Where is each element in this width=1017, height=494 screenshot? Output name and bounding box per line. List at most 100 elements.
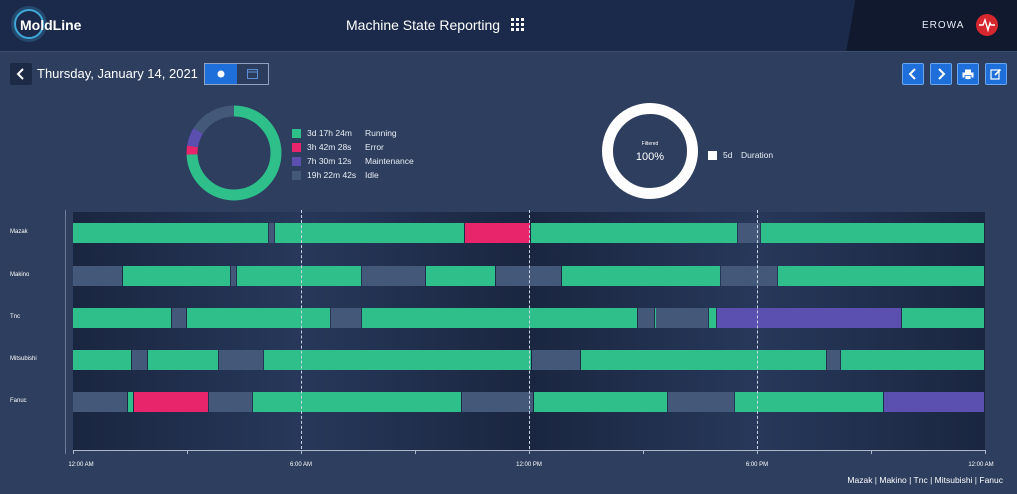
view-toggle[interactable] xyxy=(204,63,269,85)
timeline-segment-idle[interactable] xyxy=(208,392,252,412)
timeline-tick-label: 12:00 AM xyxy=(68,462,94,468)
timeline-segment-idle[interactable] xyxy=(218,350,263,370)
chevron-left-icon xyxy=(16,68,24,80)
timeline-segment-running[interactable] xyxy=(561,266,720,286)
timeline-segment-running[interactable] xyxy=(777,266,984,286)
grid-icon[interactable] xyxy=(511,18,524,31)
circle-view-button[interactable] xyxy=(205,64,237,84)
erowa-brand: EROWA xyxy=(922,20,965,31)
timeline-segment-idle[interactable] xyxy=(331,308,362,328)
timeline-segment-running[interactable] xyxy=(761,223,984,243)
machine-label-fanuc: Fanuc xyxy=(10,398,27,404)
timeline-segment-idle[interactable] xyxy=(667,392,735,412)
chevron-left-icon xyxy=(908,68,916,80)
timeline-segment-idle[interactable] xyxy=(496,266,561,286)
timeline-segment-idle[interactable] xyxy=(737,223,761,243)
timeline-segment-running[interactable] xyxy=(362,308,637,328)
timeline-segment-running[interactable] xyxy=(425,266,496,286)
error-duration: 3h 42m 28s xyxy=(307,142,352,152)
timeline-segment-idle[interactable] xyxy=(827,350,840,370)
timeline-segment-error[interactable] xyxy=(134,392,208,412)
timeline-segment-idle[interactable] xyxy=(720,266,777,286)
timeline-segment-error[interactable] xyxy=(465,223,531,243)
erowa-logo-icon xyxy=(976,14,998,36)
timeline-tick-label: 6:00 AM xyxy=(289,462,313,468)
machine-list: Mazak | Makino | Tnc | Mitsubishi | Fanu… xyxy=(847,475,1003,485)
timeline-segment-idle[interactable] xyxy=(531,350,580,370)
timeline-segment-running[interactable] xyxy=(127,392,134,412)
timeline-segment-maintenance[interactable] xyxy=(716,308,901,328)
timeline-segment-idle[interactable] xyxy=(132,350,147,370)
timeline-segment-idle[interactable] xyxy=(73,266,123,286)
idle-label: Idle xyxy=(365,170,379,180)
timeline-segment-idle[interactable] xyxy=(462,392,533,412)
duration-swatch xyxy=(708,150,717,160)
machine-label-mitsubishi: Mitsubishi xyxy=(10,356,37,362)
running-swatch xyxy=(292,128,301,138)
app-header: MoldLine Machine State Reporting EROWA xyxy=(0,0,1017,52)
error-swatch xyxy=(292,142,301,152)
timeline-tick xyxy=(757,450,758,454)
logo-text: MoldLine xyxy=(20,17,82,33)
timeline-segment-idle[interactable] xyxy=(362,266,425,286)
timeline-segment-idle[interactable] xyxy=(269,223,275,243)
idle-duration: 19h 22m 42s xyxy=(307,170,357,180)
timeline-segment-idle[interactable] xyxy=(637,308,654,328)
timeline-tick xyxy=(643,450,644,454)
timeline-gridline xyxy=(529,210,530,454)
idle-swatch xyxy=(292,170,301,180)
calendar-view-button[interactable] xyxy=(236,64,268,84)
timeline-segment-running[interactable] xyxy=(187,308,331,328)
state-legend: 3d 17h 24m Running 3h 42m 28s Error 7h 3… xyxy=(292,126,414,182)
timeline-segment-idle[interactable] xyxy=(230,266,237,286)
running-duration: 3d 17h 24m xyxy=(307,128,352,138)
filter-percent: 100% xyxy=(635,151,665,163)
timeline-segment-running[interactable] xyxy=(73,350,132,370)
timeline-segment-idle[interactable] xyxy=(73,392,127,412)
date-label[interactable]: Thursday, January 14, 2021 xyxy=(37,66,198,81)
filter-caption: Filtered xyxy=(641,141,659,147)
timeline-segment-maintenance[interactable] xyxy=(883,392,984,412)
timeline-left-axis xyxy=(65,210,66,454)
previous-day-button[interactable] xyxy=(10,63,32,85)
timeline-segment-running[interactable] xyxy=(123,266,230,286)
logo-ring-icon xyxy=(14,9,44,39)
timeline-segment-idle[interactable] xyxy=(172,308,186,328)
timeline-segment-running[interactable] xyxy=(654,308,656,328)
timeline-segment-running[interactable] xyxy=(147,350,218,370)
machine-label-tnc: Tnc xyxy=(10,314,21,320)
timeline-segment-running[interactable] xyxy=(237,266,362,286)
timeline-segment-running[interactable] xyxy=(708,308,716,328)
timeline-segment-running[interactable] xyxy=(533,392,667,412)
timeline-tick xyxy=(73,450,74,454)
timeline-segment-idle[interactable] xyxy=(655,308,708,328)
timeline-segment-running[interactable] xyxy=(840,350,984,370)
nav-next-button[interactable] xyxy=(930,63,952,85)
legend-running: 3d 17h 24m Running xyxy=(292,126,414,140)
timeline-segment-running[interactable] xyxy=(263,350,531,370)
printer-icon xyxy=(962,69,974,80)
maintenance-duration: 7h 30m 12s xyxy=(307,156,352,166)
timeline-tick xyxy=(529,450,530,454)
timeline-segment-running[interactable] xyxy=(735,392,883,412)
print-button[interactable] xyxy=(957,63,979,85)
nav-prev-button[interactable] xyxy=(902,63,924,85)
maintenance-label: Maintenance xyxy=(365,156,414,166)
timeline-segment-running[interactable] xyxy=(73,223,269,243)
donut-slice-idle xyxy=(186,105,282,201)
timeline-gridline xyxy=(757,210,758,454)
timeline-segment-running[interactable] xyxy=(275,223,465,243)
timeline-segment-running[interactable] xyxy=(902,308,984,328)
state-donut-chart xyxy=(186,105,282,201)
timeline-segment-running[interactable] xyxy=(531,223,737,243)
timeline-segment-running[interactable] xyxy=(252,392,462,412)
edit-button[interactable] xyxy=(985,63,1007,85)
timeline-tick xyxy=(871,450,872,454)
moldline-logo[interactable]: MoldLine xyxy=(14,9,81,39)
timeline-tick xyxy=(415,450,416,454)
chevron-right-icon xyxy=(938,68,946,80)
timeline-segment-running[interactable] xyxy=(580,350,827,370)
filter-legend: 5d Duration xyxy=(708,148,773,162)
legend-idle: 19h 22m 42s Idle xyxy=(292,168,414,182)
timeline-segment-running[interactable] xyxy=(73,308,172,328)
